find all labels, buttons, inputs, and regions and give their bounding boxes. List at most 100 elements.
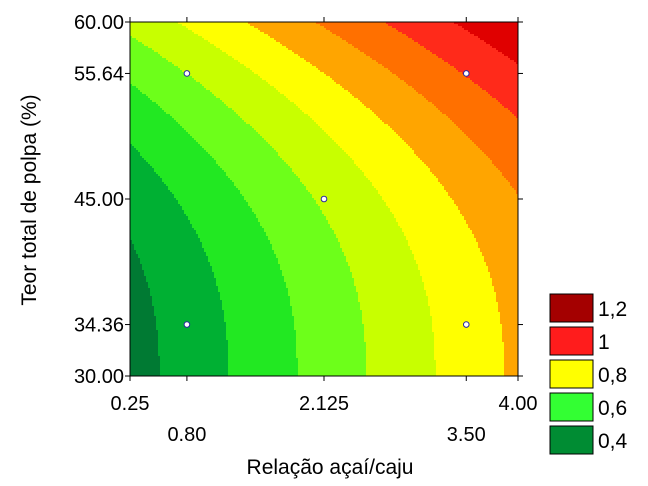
contour-band-cell [260, 134, 329, 137]
contour-band-cell [130, 200, 179, 203]
contour-band-cell [512, 112, 518, 115]
contour-band-cell [140, 258, 209, 261]
contour-band-cell [342, 250, 413, 253]
contour-band-cell [352, 44, 421, 47]
contour-band-cell [212, 266, 281, 269]
contour-band-cell [378, 116, 449, 119]
contour-band-cell [148, 282, 217, 285]
contour-band-cell [196, 230, 265, 233]
contour-band-cell [290, 300, 359, 303]
contour-band-cell [214, 274, 283, 277]
contour-band-cell [130, 338, 159, 341]
contour-band-cell [426, 98, 497, 101]
contour-band-cell [430, 308, 499, 311]
contour-band-cell [280, 266, 351, 269]
contour-band-cell [504, 360, 518, 363]
contour-band-cell [152, 302, 223, 305]
contour-band-cell [154, 168, 223, 171]
contour-band-cell [290, 100, 361, 103]
contour-band-cell [130, 88, 139, 91]
contour-band-cell [260, 224, 331, 227]
contour-band-cell [366, 370, 437, 373]
contour-band-cell [130, 42, 143, 45]
contour-band-cell [408, 242, 479, 245]
contour-band-cell [130, 210, 185, 213]
contour-band-cell [130, 126, 183, 129]
contour-band-cell [484, 256, 518, 259]
contour-band-cell [244, 64, 313, 67]
contour-band-cell [130, 116, 173, 119]
contour-band-cell [414, 258, 485, 261]
contour-band-cell [130, 106, 161, 109]
contour-band-cell [136, 252, 207, 255]
contour-band-cell [210, 154, 279, 157]
y-tick-label: 34.36 [74, 315, 124, 337]
contour-band-cell [418, 264, 487, 267]
contour-band-cell [152, 300, 223, 303]
contour-band-cell [374, 186, 445, 189]
contour-band-cell [398, 224, 469, 227]
contour-band-cell [130, 238, 201, 241]
contour-band-cell [424, 288, 495, 291]
contour-band-cell [294, 316, 363, 319]
contour-band-cell [354, 282, 425, 285]
contour-band-cell [142, 156, 213, 159]
contour-band-cell [130, 188, 169, 191]
contour-band-cell [130, 48, 153, 51]
contour-band-cell [212, 156, 281, 159]
contour-band-cell [364, 338, 435, 341]
contour-band-cell [432, 328, 503, 331]
contour-band-cell [490, 94, 518, 97]
contour-band-cell [138, 40, 209, 43]
contour-band-cell [288, 294, 359, 297]
contour-band-cell [420, 272, 491, 275]
contour-band-cell [370, 180, 439, 183]
contour-band-cell [456, 68, 518, 71]
contour-band-cell [340, 244, 409, 247]
contour-band-cell [276, 40, 347, 43]
contour-band-cell [498, 302, 518, 305]
contour-band-cell [130, 114, 171, 117]
contour-band-cell [298, 54, 367, 57]
contour-band-cell [130, 342, 159, 345]
contour-band-cell [434, 338, 503, 341]
contour-band-cell [460, 210, 518, 213]
contour-band-cell [202, 246, 273, 249]
contour-band-cell [190, 222, 261, 225]
contour-band-cell [130, 220, 191, 223]
contour-band-cell [342, 38, 413, 41]
contour-band-cell [200, 144, 271, 147]
contour-band-cell [216, 46, 287, 49]
contour-band-cell [444, 60, 515, 63]
contour-band-cell [406, 82, 475, 85]
contour-band-cell [158, 330, 227, 333]
contour-band-cell [432, 330, 503, 333]
contour-band-cell [216, 280, 285, 283]
contour-band-cell [150, 290, 219, 293]
contour-band-cell [130, 162, 149, 165]
contour-band-cell [364, 326, 433, 329]
contour-band-cell [154, 310, 225, 313]
contour-band-cell [130, 284, 149, 287]
contour-band-cell [392, 26, 463, 29]
contour-band-cell [250, 68, 319, 71]
contour-band-cell [434, 174, 503, 177]
contour-band-cell [458, 208, 518, 211]
contour-band-cell [366, 350, 435, 353]
contour-band-cell [362, 310, 431, 313]
contour-band-cell [494, 286, 518, 289]
contour-band-cell [412, 250, 481, 253]
contour-band-cell [300, 56, 371, 59]
contour-band-cell [292, 306, 361, 309]
contour-band-cell [446, 190, 517, 193]
contour-band-cell [382, 120, 453, 123]
contour-band-cell [224, 170, 293, 173]
contour-band-cell [130, 60, 169, 63]
contour-band-cell [216, 284, 287, 287]
contour-band-cell [488, 266, 518, 269]
contour-band-cell [498, 310, 518, 313]
contour-band-cell [448, 116, 517, 119]
contour-band-cell [228, 340, 297, 343]
contour-band-cell [172, 62, 241, 65]
contour-band-cell [284, 276, 353, 279]
